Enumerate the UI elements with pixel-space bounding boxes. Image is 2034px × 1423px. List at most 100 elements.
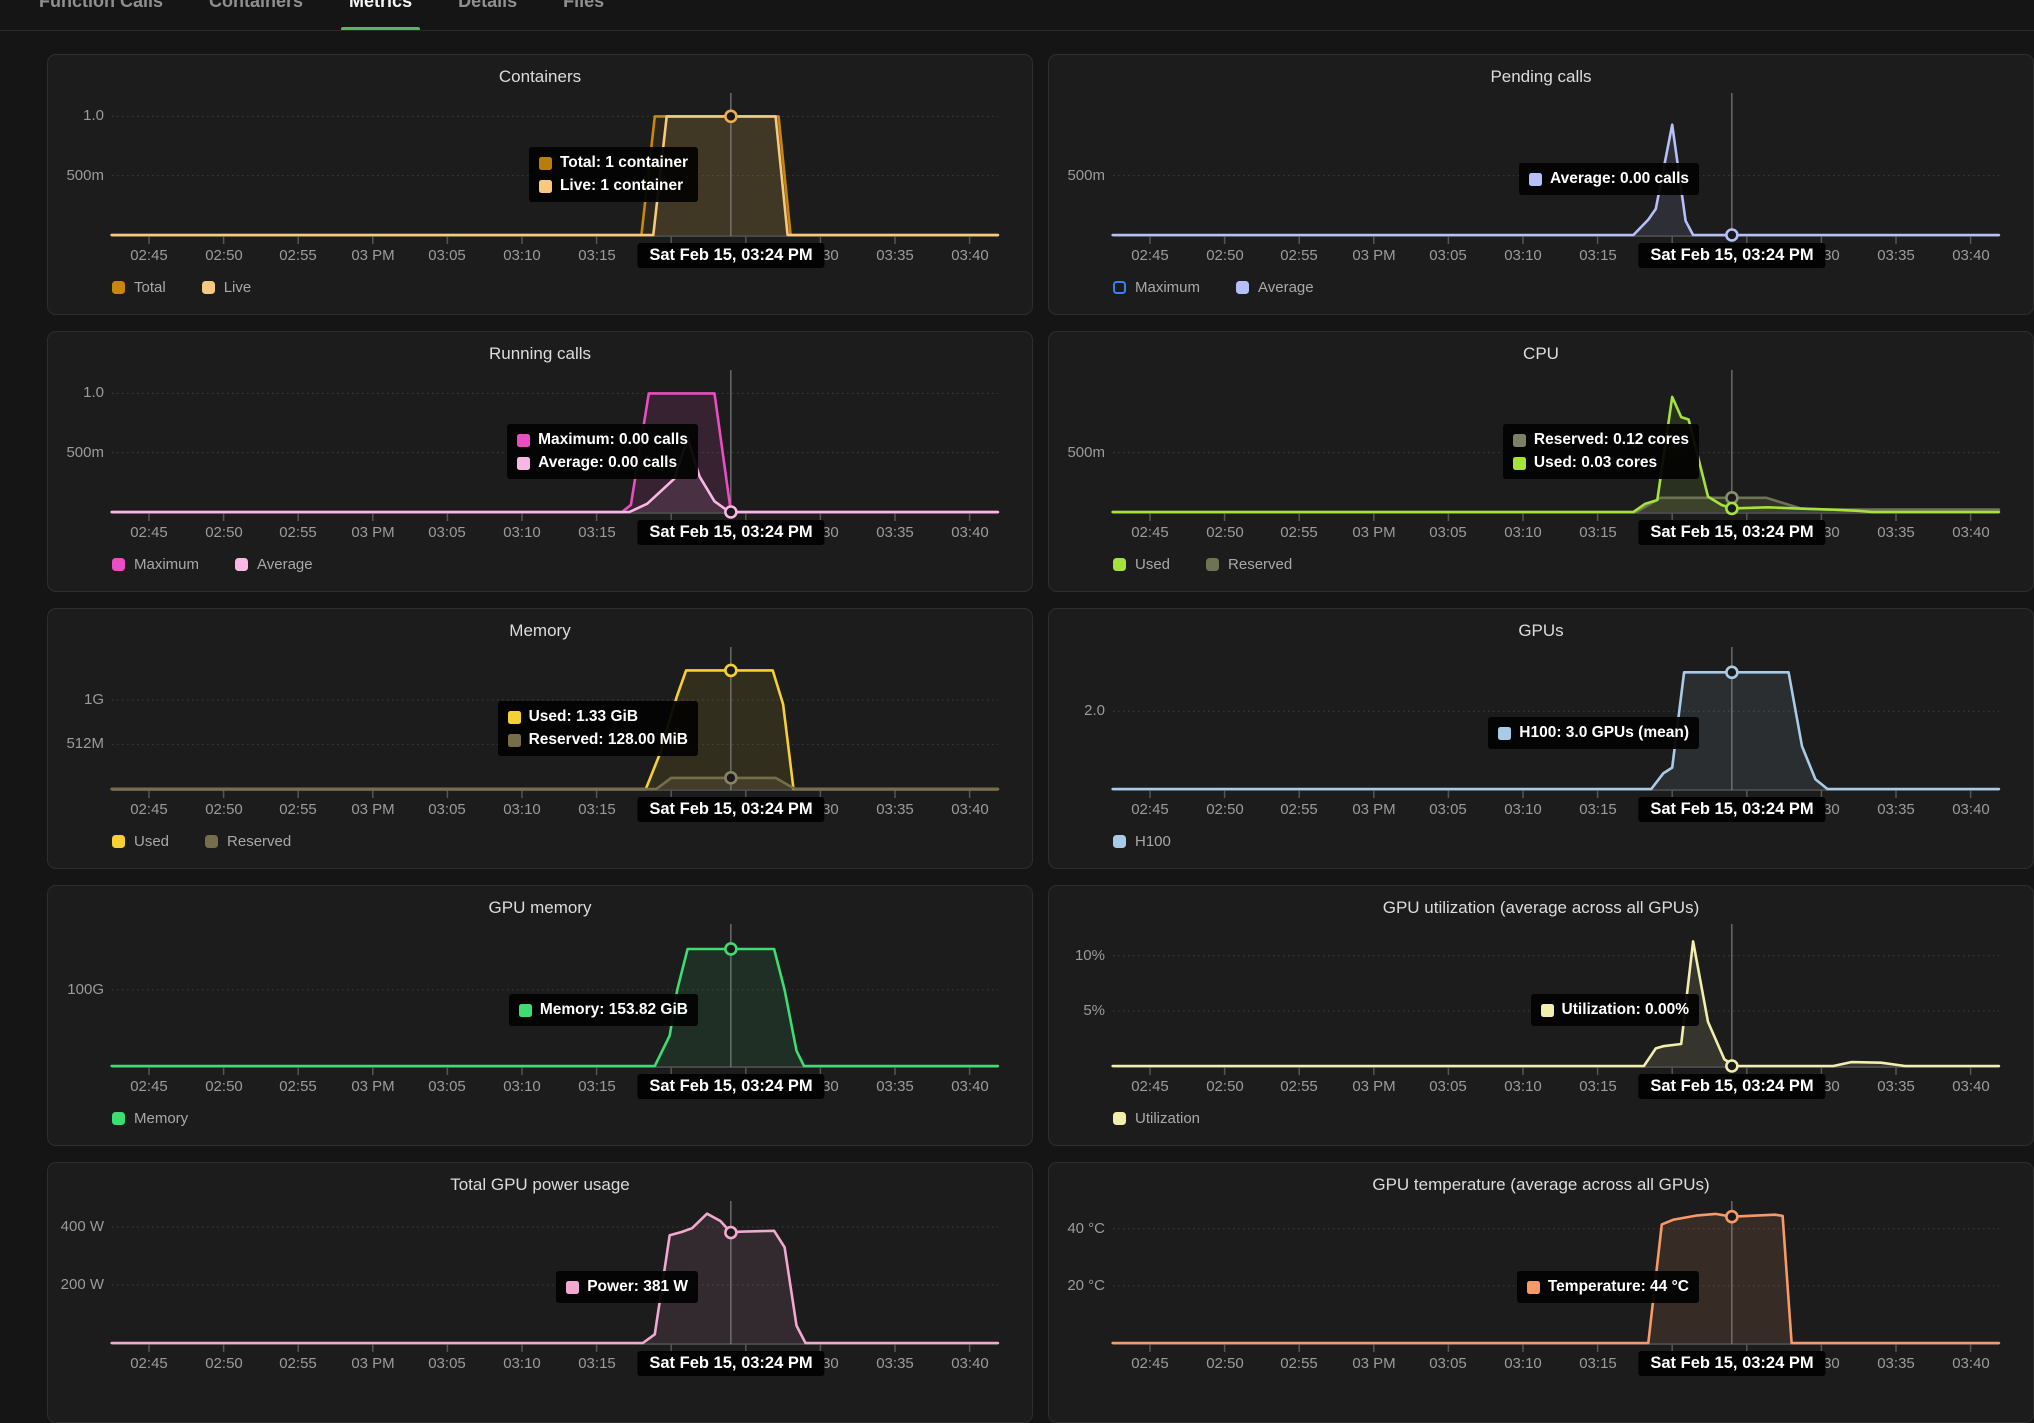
- y-axis-tick-label: 200 W: [60, 1276, 104, 1293]
- chart-legend: Total Live: [112, 279, 251, 296]
- x-axis-tick-label: 03:05: [1429, 1355, 1467, 1372]
- x-axis-tick-label: 03:15: [578, 801, 616, 818]
- tooltip-row: Total: 1 container: [538, 154, 688, 172]
- x-axis-tick-label: 03:10: [1504, 1078, 1542, 1095]
- legend-item-maximum[interactable]: Maximum: [112, 556, 199, 573]
- chart-plot-containers[interactable]: [48, 55, 1033, 315]
- x-axis-tick-label: 03:40: [951, 524, 989, 541]
- tab-containers[interactable]: Containers: [209, 0, 304, 30]
- chart-plot-gpus[interactable]: [1049, 609, 2034, 869]
- chart-title: GPU utilization (average across all GPUs…: [1382, 898, 1700, 917]
- chart-plot-cpu[interactable]: [1049, 332, 2034, 592]
- legend-swatch: [201, 281, 215, 294]
- tooltip-text: Total: 1 container: [559, 154, 688, 171]
- chart-card-gpu-power: Total GPU power usage 400 W 200 W 02:45 02:5…: [47, 1162, 1033, 1423]
- legend-item-live[interactable]: Live: [201, 279, 251, 296]
- chart-plot-gpu-memory[interactable]: [48, 886, 1033, 1146]
- legend-item-utilization[interactable]: Utilization: [1113, 1110, 1200, 1127]
- x-axis-tick-label: 03 PM: [1352, 1355, 1396, 1372]
- legend-item-reserved[interactable]: Reserved: [1206, 556, 1292, 573]
- y-axis-tick-label: 10%: [1074, 947, 1105, 964]
- x-axis-tick-label: 03:35: [1877, 1355, 1915, 1372]
- chart-plot-memory[interactable]: [48, 609, 1033, 869]
- y-axis-tick-label: 1.0: [83, 384, 104, 401]
- x-axis-tick-label: 03:35: [1877, 524, 1915, 541]
- legend-label: Used: [134, 833, 170, 850]
- x-axis-tick-label: 02:55: [279, 524, 317, 541]
- chart-card-running-calls: Running calls 1.0 500m 02:45 02:50 02:55 03 PM…: [47, 331, 1033, 592]
- x-axis-tick-label: 02:50: [205, 1355, 243, 1372]
- x-axis-tick-label: 03:15: [578, 1078, 616, 1095]
- chart-card-containers: Containers 1.0 500m 02:45 02:50 02:55 03 PM 03:…: [47, 54, 1033, 315]
- x-axis-tick-label: 03:05: [1429, 247, 1467, 264]
- x-axis-tick-label: 03:40: [1952, 801, 1990, 818]
- chart-legend: H100: [1113, 833, 1171, 850]
- chart-title: GPU memory: [488, 898, 592, 917]
- legend-label: Reserved: [227, 833, 292, 850]
- tooltip-text: Average: 0.00 calls: [538, 454, 678, 471]
- x-axis-tick-label: 02:55: [279, 1078, 317, 1095]
- tooltip-text: Power: 381 W: [587, 1278, 688, 1295]
- x-axis-tick-label: 03:15: [1579, 801, 1617, 818]
- legend-item-total[interactable]: Total: [112, 279, 166, 296]
- tab-details[interactable]: Details: [458, 0, 518, 30]
- legend-label: Used: [1135, 556, 1171, 573]
- x-axis-tick-label: 03 PM: [351, 524, 395, 541]
- y-axis-tick-label: 20 °C: [1067, 1277, 1105, 1294]
- legend-swatch: [1236, 281, 1250, 294]
- tab-label: Files: [563, 0, 605, 11]
- legend-label: Memory: [134, 1110, 189, 1127]
- crosshair-time-tooltip: Sat Feb 15, 03:24 PM: [637, 243, 825, 268]
- series-color-swatch: [507, 710, 521, 724]
- series-color-swatch: [538, 179, 552, 193]
- x-axis-tick-label: 03:05: [428, 1078, 466, 1095]
- tooltip-row: Average: 0.00 calls: [1528, 170, 1689, 188]
- tab-label: Details: [458, 0, 518, 11]
- x-axis-tick-label: 03:15: [1579, 247, 1617, 264]
- tab-function-calls[interactable]: Function Calls: [39, 0, 164, 30]
- x-axis-tick-label: 03:05: [1429, 1078, 1467, 1095]
- legend-label: Total: [134, 279, 166, 296]
- x-axis-tick-label: 02:45: [130, 801, 168, 818]
- tab-label: Function Calls: [39, 0, 164, 11]
- legend-label: Average: [1258, 279, 1314, 296]
- chart-legend: Used Reserved: [1113, 556, 1292, 573]
- tab-bar: Function Calls Containers Metrics Detail…: [0, 0, 2034, 31]
- x-axis-tick-label: 02:50: [1206, 1355, 1244, 1372]
- y-axis-tick-label: 500m: [1067, 444, 1105, 461]
- chart-title: GPU temperature (average across all GPUs…: [1372, 1175, 1710, 1194]
- x-axis-tick-label: 03:40: [1952, 524, 1990, 541]
- series-color-swatch: [517, 433, 531, 447]
- crosshair-time-tooltip: Sat Feb 15, 03:24 PM: [637, 1074, 825, 1099]
- legend-item-reserved[interactable]: Reserved: [205, 833, 291, 850]
- series-color-swatch: [517, 456, 531, 470]
- legend-item-h100[interactable]: H100: [1113, 833, 1171, 850]
- chart-legend: Maximum Average: [112, 556, 313, 573]
- legend-item-memory[interactable]: Memory: [112, 1110, 188, 1127]
- x-axis-tick-label: 03:40: [1952, 1078, 1990, 1095]
- tab-metrics[interactable]: Metrics: [341, 0, 421, 30]
- series-tooltip: Temperature: 44 °C: [1516, 1271, 1699, 1303]
- chart-plot-gpu-utilization[interactable]: [1049, 886, 2034, 1146]
- legend-item-used[interactable]: Used: [1113, 556, 1170, 573]
- series-tooltip: Used: 1.33 GiB Reserved: 128.00 MiB: [497, 701, 698, 756]
- legend-item-used[interactable]: Used: [112, 833, 169, 850]
- tab-files[interactable]: Files: [563, 0, 605, 30]
- crosshair-time-tooltip: Sat Feb 15, 03:24 PM: [1638, 243, 1826, 268]
- chart-title: GPUs: [1518, 621, 1564, 640]
- series-color-swatch: [1526, 1280, 1540, 1294]
- legend-item-average[interactable]: Average: [235, 556, 313, 573]
- tooltip-row: Memory: 153.82 GiB: [518, 1001, 688, 1019]
- x-axis-tick-label: 02:45: [130, 524, 168, 541]
- tab-label: Containers: [209, 0, 304, 11]
- x-axis-tick-label: 02:50: [1206, 524, 1244, 541]
- x-axis-tick-label: 03:05: [1429, 524, 1467, 541]
- x-axis-tick-label: 02:55: [279, 247, 317, 264]
- series-color-swatch: [1528, 172, 1542, 186]
- legend-item-maximum[interactable]: Maximum: [1113, 279, 1200, 296]
- tooltip-text: Maximum: 0.00 calls: [538, 431, 688, 448]
- chart-plot-gpu-power[interactable]: [48, 1163, 1033, 1423]
- x-axis-tick-label: 03:35: [876, 524, 914, 541]
- legend-item-average[interactable]: Average: [1236, 279, 1314, 296]
- x-axis-tick-label: 03:40: [951, 247, 989, 264]
